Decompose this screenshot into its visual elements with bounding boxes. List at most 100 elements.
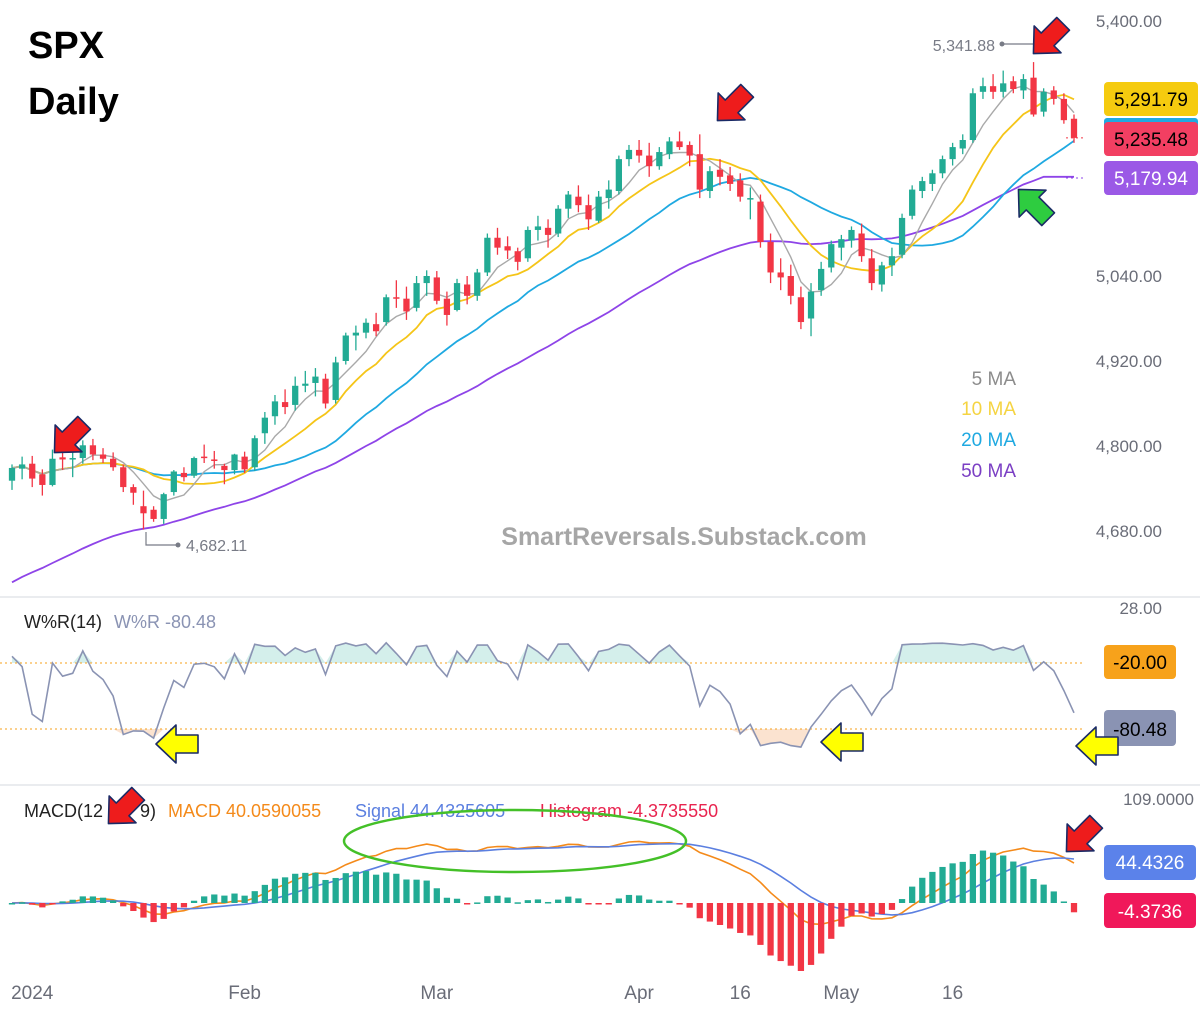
histogram-bar	[433, 888, 440, 903]
candle	[686, 141, 693, 167]
candle	[302, 370, 309, 393]
histogram-bar	[1060, 901, 1068, 903]
candle	[635, 140, 643, 163]
ma10-price-value: 5,291.79	[1114, 90, 1188, 111]
candle-body	[332, 362, 339, 400]
candle	[909, 185, 916, 220]
candle	[696, 134, 703, 199]
histogram-bar	[737, 903, 744, 933]
histogram-bar	[453, 898, 461, 903]
histogram-bar	[504, 897, 511, 903]
candle	[818, 261, 825, 296]
chart-title-timeframe: Daily	[28, 81, 119, 123]
candle	[312, 368, 319, 397]
close-price-value: 5,235.48	[1114, 130, 1188, 151]
yellow-arrow-shape	[820, 722, 864, 762]
candle-body	[494, 237, 501, 248]
candle-body	[585, 205, 592, 220]
candle-body	[969, 93, 976, 140]
histogram-bar	[79, 896, 86, 903]
candle-body	[646, 155, 653, 167]
ma50-line	[11, 175, 1074, 584]
histogram-bar	[726, 903, 734, 929]
candle-body	[59, 457, 66, 460]
candle	[99, 448, 107, 463]
candle	[18, 456, 26, 480]
candle-body	[130, 487, 137, 493]
histogram-readout: Histogram -4.3735550	[540, 801, 718, 821]
price-axis-tick: 4,800.00	[1096, 437, 1162, 456]
histogram-bar	[221, 895, 228, 903]
candle-body	[1000, 83, 1007, 92]
candle-body	[979, 86, 987, 92]
ma10-price-tag: 5,291.79	[1104, 82, 1198, 116]
candle-body	[362, 322, 370, 333]
time-axis-tick: May	[823, 983, 859, 1004]
histogram-bar	[383, 872, 390, 903]
yellow-arrow-shape	[1075, 726, 1119, 766]
candle-body	[757, 201, 764, 242]
histogram-bar	[989, 852, 997, 903]
histogram-bar	[524, 900, 531, 903]
candle	[464, 276, 471, 305]
histogram-bar	[646, 899, 653, 903]
histogram-bar	[201, 896, 208, 903]
histogram-bar	[231, 893, 238, 903]
candle	[494, 227, 501, 255]
histogram-bar	[1030, 878, 1037, 903]
ma5-line	[11, 85, 1075, 503]
candle	[858, 223, 865, 262]
histogram-bar	[979, 850, 987, 903]
yellow-arrow	[820, 722, 864, 762]
candle	[1070, 114, 1078, 143]
time-axis-tick: 2024	[11, 983, 54, 1004]
histogram-bar	[878, 903, 885, 915]
candle-body	[302, 383, 309, 386]
histogram-bar	[969, 854, 976, 903]
candle-body	[281, 402, 289, 408]
candle	[383, 294, 390, 326]
price-axis: 5,400.00 5,040.00 4,920.00 4,800.00 4,680.00	[1096, 12, 1162, 541]
candle	[787, 264, 794, 305]
histogram-bar	[110, 900, 117, 903]
candle	[676, 131, 683, 150]
histogram-bar	[281, 877, 289, 903]
candle-body	[1050, 90, 1057, 99]
signal-tag-value: 44.4326	[1116, 853, 1185, 874]
candle	[1000, 70, 1007, 98]
histogram-bar	[656, 900, 663, 903]
histogram-bar	[666, 900, 673, 903]
candle	[575, 185, 582, 213]
macd-panel	[8, 840, 1078, 971]
candle-body	[767, 242, 774, 273]
candle-body	[201, 456, 208, 459]
candle-body	[595, 196, 602, 221]
histogram-bar	[150, 903, 157, 923]
candle-body	[1010, 81, 1017, 89]
candle	[544, 219, 552, 248]
candle	[726, 166, 734, 191]
histogram-bar	[595, 903, 602, 905]
candle	[979, 77, 987, 99]
candle	[888, 247, 896, 276]
legend-ma50: 50 MA	[961, 461, 1016, 482]
candle-body	[110, 458, 117, 468]
wr-overbought-fill	[12, 642, 1074, 663]
histogram-bar	[29, 903, 36, 905]
candle-body	[747, 198, 754, 200]
yellow-arrow	[1075, 726, 1119, 766]
candle-body	[1040, 91, 1047, 112]
candle-body	[261, 417, 268, 434]
candle	[737, 173, 744, 202]
candle-body	[221, 465, 228, 471]
candle-body	[818, 268, 825, 291]
red-arrow	[107, 786, 146, 825]
histogram-bar	[1070, 903, 1078, 913]
candle-body	[888, 256, 896, 266]
histogram-bar	[261, 884, 268, 903]
histogram-bar	[858, 903, 865, 914]
candle	[969, 88, 976, 143]
ma10-line	[11, 93, 1075, 485]
histogram-bar	[615, 898, 622, 903]
